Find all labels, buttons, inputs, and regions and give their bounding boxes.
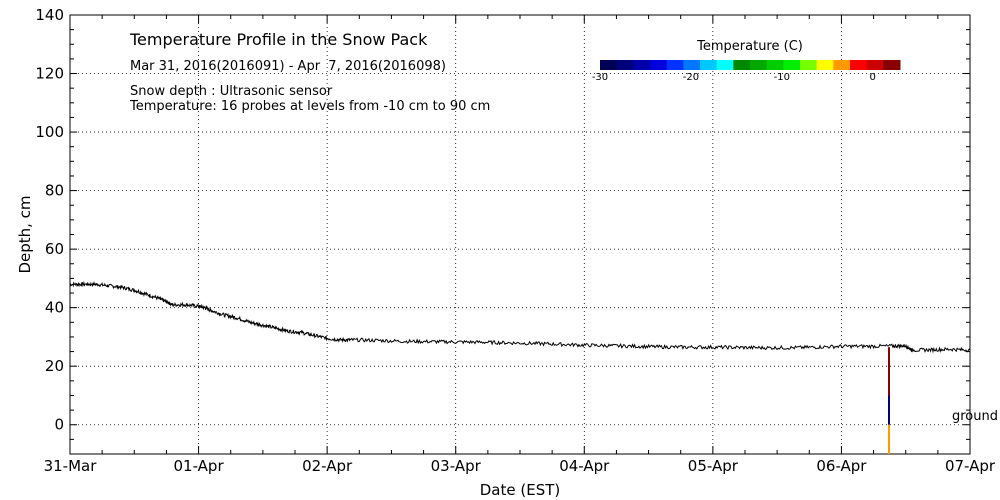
y-tick-label: 140 — [35, 6, 64, 24]
colorbar-swatch — [850, 60, 868, 70]
x-tick-label: 01-Apr — [174, 457, 225, 475]
colorbar-swatch — [633, 60, 651, 70]
colorbar-swatch — [733, 60, 751, 70]
y-axis-title: Depth, cm — [16, 195, 34, 273]
colorbar-tick-label: -10 — [774, 72, 790, 83]
colorbar-ticks: -30 -20 -10 0 — [592, 72, 876, 83]
x-tick-label: 07-Apr — [945, 457, 996, 475]
y-tick-label: 20 — [45, 357, 64, 375]
colorbar-swatches — [600, 60, 901, 70]
colorbar-title: Temperature (C) — [696, 39, 803, 54]
colorbar-swatch — [783, 60, 801, 70]
x-tick-label: 02-Apr — [302, 457, 353, 475]
y-tick-label: 120 — [35, 65, 64, 83]
x-tick-label: 03-Apr — [431, 457, 482, 475]
y-tick-label: 0 — [54, 416, 64, 434]
x-tick-label: 04-Apr — [559, 457, 610, 475]
snow-depth-line — [69, 280, 971, 354]
ground-label: ground — [952, 409, 998, 424]
colorbar-swatch — [616, 60, 634, 70]
x-tick-label: 31-Mar — [44, 457, 98, 475]
axis-ticks: 0 20 40 60 80 100 120 140 31-Mar 01-Apr 02-Apr 03-A… — [35, 6, 996, 475]
colorbar-swatch — [700, 60, 718, 70]
colorbar-swatch — [800, 60, 818, 70]
y-tick-label: 60 — [45, 240, 64, 258]
colorbar-tick-label: -20 — [683, 72, 699, 83]
series-layer — [69, 280, 971, 354]
x-tick-label: 05-Apr — [688, 457, 739, 475]
colorbar-swatch — [666, 60, 684, 70]
x-tick-label: 06-Apr — [816, 457, 867, 475]
colorbar-tick-label: 0 — [870, 72, 876, 83]
colorbar-swatch — [750, 60, 768, 70]
chart-title: Temperature Profile in the Snow Pack — [129, 30, 428, 49]
colorbar-swatch — [600, 60, 618, 70]
colorbar-swatch — [816, 60, 834, 70]
y-tick-label: 40 — [45, 299, 64, 317]
colorbar-tick-label: -30 — [592, 72, 608, 83]
y-tick-label: 100 — [35, 123, 64, 141]
note-temperature: Temperature: 16 probes at levels from -1… — [129, 99, 490, 114]
colorbar-swatch — [883, 60, 901, 70]
y-tick-label: 80 — [45, 182, 64, 200]
x-axis-title: Date (EST) — [480, 481, 561, 499]
note-snow-depth: Snow depth : Ultrasonic sensor — [130, 84, 333, 99]
colorbar-swatch — [766, 60, 784, 70]
chart-subtitle: Mar 31, 2016(2016091) - Apr 7, 2016(2016… — [130, 59, 446, 74]
colorbar: Temperature (C) -30 -20 -10 0 — [592, 39, 901, 83]
colorbar-swatch — [683, 60, 701, 70]
colorbar-swatch — [833, 60, 851, 70]
plot-frame — [69, 14, 971, 455]
colorbar-swatch — [866, 60, 884, 70]
grid-lines — [70, 15, 970, 454]
colorbar-swatch — [716, 60, 734, 70]
colorbar-swatch — [650, 60, 668, 70]
